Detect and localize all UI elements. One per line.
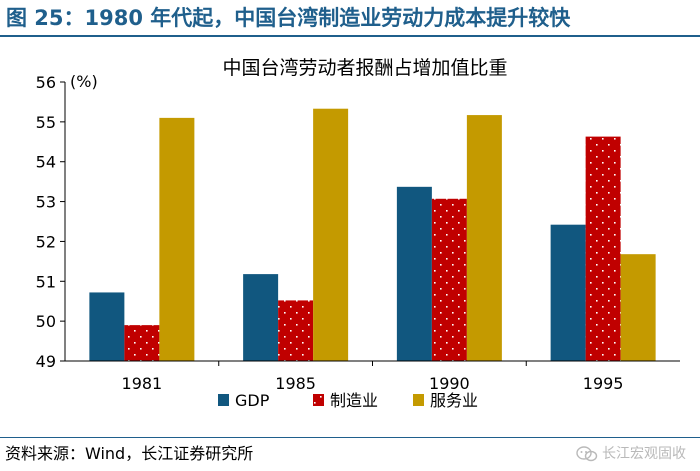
y-tick-label: 50 <box>36 312 56 331</box>
bar-services-1981 <box>159 117 195 361</box>
x-axis: 1981 1985 1990 1995 <box>65 360 680 393</box>
x-tick-label: 1990 <box>429 374 470 393</box>
legend-swatch-manufacturing <box>313 394 324 406</box>
wechat-icon <box>575 446 597 462</box>
legend-swatch-services <box>413 394 424 406</box>
footer-rule <box>0 437 700 438</box>
bar-services-1985 <box>313 108 349 361</box>
legend-swatch-gdp <box>218 394 229 406</box>
y-tick-label: 53 <box>36 193 56 212</box>
bar-services-1990 <box>466 115 502 362</box>
bar-services-1995 <box>620 254 656 361</box>
legend: GDP 制造业 服务业 <box>218 391 478 410</box>
bar-manufacturing-1990 <box>431 198 467 361</box>
source-note: 资料来源：Wind，长江证券研究所 <box>5 444 254 463</box>
y-tick-label: 52 <box>36 232 56 251</box>
bars <box>89 108 656 362</box>
bar-gdp-1990 <box>396 186 432 361</box>
y-tick-label: 49 <box>36 352 56 371</box>
x-tick-label: 1981 <box>122 374 163 393</box>
figure-title: 图 25：1980 年代起，中国台湾制造业劳动力成本提升较快 <box>6 6 571 30</box>
bar-manufacturing-1985 <box>278 300 314 361</box>
bar-gdp-1985 <box>243 274 279 361</box>
title-rule <box>0 35 700 37</box>
bar-gdp-1995 <box>550 224 586 361</box>
bar-chart: 中国台湾劳动者报酬占增加值比重 (%) 49 50 51 52 53 54 55 56 198… <box>36 57 680 410</box>
x-tick-label: 1985 <box>275 374 316 393</box>
y-tick-label: 54 <box>36 153 56 172</box>
y-tick-label: 56 <box>36 73 56 92</box>
y-tick-label: 51 <box>36 272 56 291</box>
bar-gdp-1981 <box>89 292 125 361</box>
y-tick-label: 55 <box>36 113 56 132</box>
legend-label-services: 服务业 <box>430 391 478 410</box>
chart-title: 中国台湾劳动者报酬占增加值比重 <box>222 57 507 79</box>
y-axis: 49 50 51 52 53 54 55 56 <box>36 73 66 371</box>
bar-manufacturing-1981 <box>124 325 160 361</box>
watermark-text: 长江宏观固收 <box>602 446 686 462</box>
y-axis-unit: (%) <box>70 72 98 91</box>
legend-label-manufacturing: 制造业 <box>330 391 378 410</box>
legend-label-gdp: GDP <box>235 391 270 410</box>
bar-manufacturing-1995 <box>585 136 621 361</box>
watermark: 长江宏观固收 <box>575 441 686 467</box>
x-tick-label: 1995 <box>583 374 624 393</box>
